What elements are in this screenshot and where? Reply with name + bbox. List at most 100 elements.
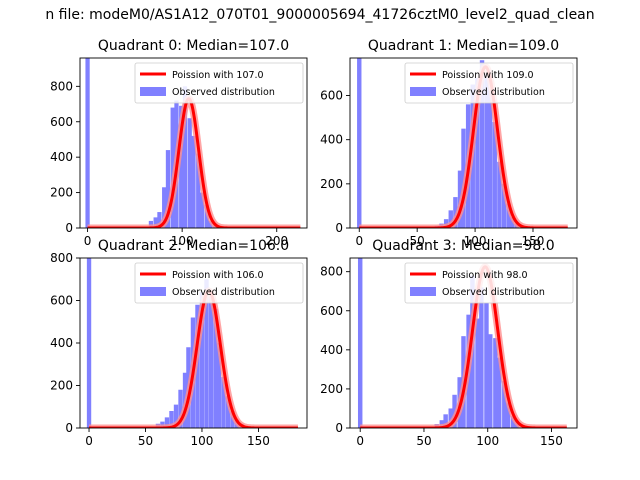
histogram-bar [199, 292, 205, 428]
histogram-bar [443, 219, 449, 228]
histogram-bar [162, 187, 167, 228]
panels: 0 100 200 0 200 400 600 800 Quadrant 0: Median=1… [50, 38, 578, 448]
histogram-bar [182, 86, 188, 228]
histogram-bar-zero [86, 258, 92, 428]
legend: Poission with 109.0 Observed distribution [404, 62, 574, 104]
y-tick-label: 0 [65, 421, 73, 435]
y-tick-label: 200 [50, 186, 73, 200]
chart-panel-2: 0 50 100 150 0 200 400 600 800 Quadrant 2: Median… [50, 238, 308, 448]
plot-area [84, 58, 304, 228]
y-tick-label: 600 [50, 294, 73, 308]
y-tick-label: 600 [320, 89, 343, 103]
histogram-bar [475, 318, 480, 428]
histogram-bar [492, 122, 497, 228]
y-tick-label: 400 [320, 133, 343, 147]
x-tick-label: 100 [464, 234, 487, 248]
panel-title: Quadrant 3: Median=98.0 [372, 238, 554, 254]
x-tick-label: 50 [138, 434, 153, 448]
legend-label-poisson: Poission with 107.0 [172, 70, 264, 81]
x-tick-label: 0 [355, 234, 363, 248]
legend-label-observed: Observed distribution [172, 287, 275, 298]
legend-label-observed: Observed distribution [172, 87, 275, 98]
axes-frame [349, 57, 578, 229]
y-tick-label: 400 [320, 343, 343, 357]
histogram-bar [169, 411, 174, 428]
x-tick-label: 50 [410, 234, 425, 248]
histogram-bar [506, 203, 511, 228]
histogram-bar [484, 302, 489, 428]
histogram-bar [443, 414, 448, 428]
histogram-bar [178, 389, 183, 428]
histogram-bar [173, 404, 179, 428]
histogram-bar [479, 60, 485, 228]
histogram-bar [213, 309, 218, 428]
legend-label-observed: Observed distribution [442, 287, 545, 298]
histogram-bar [496, 357, 502, 428]
histogram-bar [157, 212, 162, 228]
histogram-bar [208, 220, 213, 228]
axes-frame [349, 257, 578, 429]
chart-panel-1: 0 50 100 150 0 200 400 600 Quadrant 1: Median=10… [320, 38, 578, 248]
legend-box [404, 62, 574, 104]
legend-label-observed: Observed distribution [442, 87, 545, 98]
x-tick-label: 150 [522, 234, 545, 248]
figure-suptitle: n file: modeM0/AS1A12_070T01_9000005694_… [45, 7, 594, 23]
histogram-bar [448, 408, 453, 428]
panel-title: Quadrant 1: Median=109.0 [368, 38, 559, 54]
histogram-bar [509, 216, 515, 228]
x-tick-label: 100 [171, 234, 194, 248]
legend: Poission with 107.0 Observed distribution [134, 62, 304, 104]
histogram-bar [191, 135, 196, 228]
histogram-bar [204, 279, 209, 428]
histogram-bar-zero [357, 58, 362, 228]
histogram-bar [511, 416, 516, 428]
histogram-bar [216, 343, 222, 428]
y-tick-label: 200 [320, 382, 343, 396]
y-tick-label: 600 [50, 115, 73, 129]
y-tick-label: 0 [65, 221, 73, 235]
histogram-bar [502, 381, 507, 428]
histogram-bar [453, 197, 458, 228]
x-tick-label: 0 [85, 434, 93, 448]
histogram-bar [187, 118, 192, 228]
histogram-bar [196, 153, 201, 228]
histogram-bar [493, 338, 498, 428]
x-tick-label: 50 [416, 434, 431, 448]
y-tick-label: 800 [50, 79, 73, 93]
y-tick-label: 200 [320, 177, 343, 191]
histogram-bar [164, 417, 170, 428]
histogram-bar [221, 377, 226, 428]
x-tick-label: 0 [84, 234, 92, 248]
histogram-bar [479, 287, 484, 428]
legend: Poission with 106.0 Observed distribution [134, 262, 304, 304]
chart-panel-3: 0 50 100 150 0 200 400 600 800 Quadrant 3: Median… [320, 238, 578, 448]
y-tick-label: 200 [50, 379, 73, 393]
chart-panel-0: 0 100 200 0 200 400 600 800 Quadrant 0: Median=1… [50, 38, 308, 248]
histogram-bar [165, 150, 171, 228]
histogram-bar [225, 396, 231, 428]
histogram-bar [505, 402, 511, 428]
histogram-bar [170, 107, 175, 228]
legend-bar-swatch [140, 287, 166, 296]
y-tick-label: 800 [50, 251, 73, 265]
legend-label-poisson: Poission with 109.0 [442, 70, 534, 81]
x-tick-label: 100 [191, 434, 214, 448]
legend-box [134, 62, 304, 104]
legend-box [404, 262, 574, 304]
histogram-bar-zero [85, 58, 90, 228]
histogram-bar [208, 296, 214, 428]
y-tick-label: 800 [320, 265, 343, 279]
legend-label-poisson: Poission with 98.0 [442, 270, 528, 281]
legend-label-poisson: Poission with 106.0 [172, 270, 264, 281]
panel-title: Quadrant 0: Median=107.0 [98, 38, 289, 54]
histogram-bar [199, 192, 205, 228]
histogram-bar [488, 334, 493, 428]
y-tick-label: 600 [320, 304, 343, 318]
histogram-bar-zero [357, 258, 363, 428]
plot-area [86, 258, 301, 428]
x-tick-label: 150 [247, 434, 270, 448]
legend-bar-swatch [410, 87, 436, 96]
x-tick-label: 200 [265, 234, 288, 248]
histogram-bar [501, 183, 507, 228]
